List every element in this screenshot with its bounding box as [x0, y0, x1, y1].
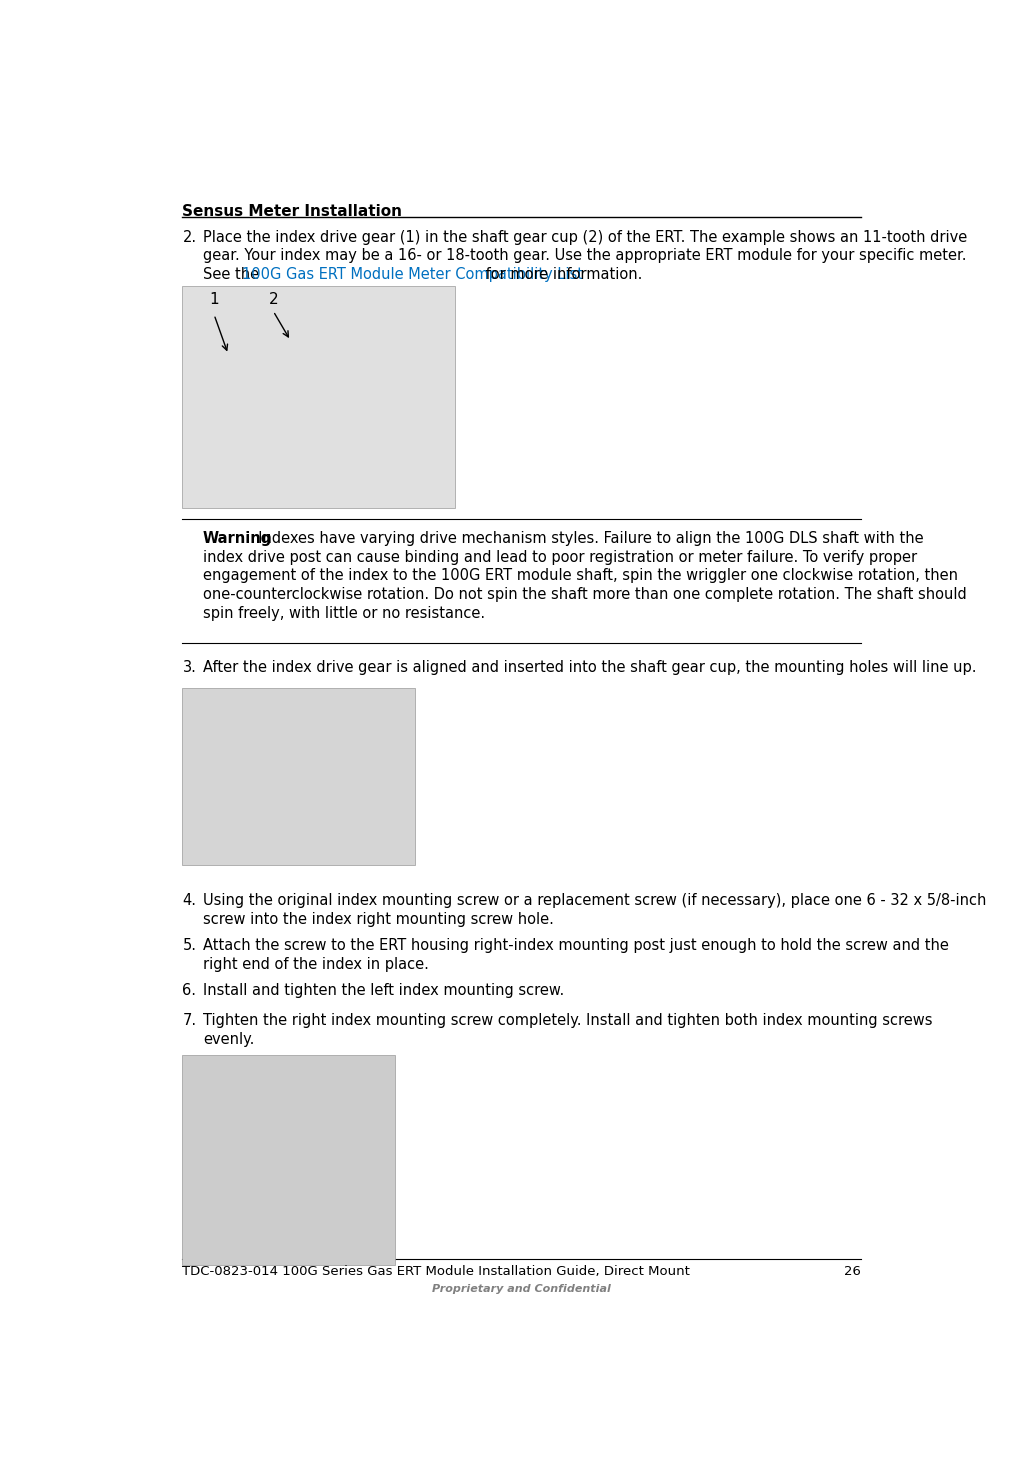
Text: 2.: 2.	[182, 229, 196, 245]
Text: Indexes have varying drive mechanism styles. Failure to align the 100G DLS shaft: Indexes have varying drive mechanism sty…	[248, 531, 923, 545]
Text: Place the index drive gear (1) in the shaft gear cup (2) of the ERT. The example: Place the index drive gear (1) in the sh…	[203, 229, 967, 245]
Text: TDC-0823-014 100G Series Gas ERT Module Installation Guide, Direct Mount: TDC-0823-014 100G Series Gas ERT Module …	[182, 1265, 690, 1278]
Text: Proprietary and Confidential: Proprietary and Confidential	[433, 1283, 611, 1293]
Text: Using the original index mounting screw or a replacement screw (if necessary), p: Using the original index mounting screw …	[203, 893, 986, 907]
Text: 26: 26	[844, 1265, 861, 1278]
Text: for more information.: for more information.	[480, 268, 642, 282]
Text: 1: 1	[210, 291, 219, 307]
Text: Attach the screw to the ERT housing right-index mounting post just enough to hol: Attach the screw to the ERT housing righ…	[203, 939, 949, 953]
FancyBboxPatch shape	[182, 1055, 395, 1265]
FancyBboxPatch shape	[182, 689, 415, 865]
FancyBboxPatch shape	[182, 287, 455, 508]
Text: 100G Gas ERT Module Meter Compatibility List: 100G Gas ERT Module Meter Compatibility …	[241, 268, 582, 282]
Text: 4.: 4.	[182, 893, 196, 907]
Text: See the: See the	[203, 268, 269, 282]
Text: engagement of the index to the 100G ERT module shaft, spin the wriggler one cloc: engagement of the index to the 100G ERT …	[203, 568, 958, 584]
Text: 6.: 6.	[182, 983, 196, 998]
Text: one-counterclockwise rotation. Do not spin the shaft more than one complete rota: one-counterclockwise rotation. Do not sp…	[203, 587, 967, 602]
Text: right end of the index in place.: right end of the index in place.	[203, 958, 429, 973]
Text: Tighten the right index mounting screw completely. Install and tighten both inde: Tighten the right index mounting screw c…	[203, 1014, 932, 1029]
Text: Warning: Warning	[203, 531, 272, 545]
Text: evenly.: evenly.	[203, 1032, 254, 1046]
Text: 2: 2	[269, 291, 278, 307]
Text: After the index drive gear is aligned and inserted into the shaft gear cup, the : After the index drive gear is aligned an…	[203, 661, 976, 675]
Text: index drive post can cause binding and lead to poor registration or meter failur: index drive post can cause binding and l…	[203, 550, 917, 565]
Text: Sensus Meter Installation: Sensus Meter Installation	[182, 204, 402, 219]
Text: gear. Your index may be a 16- or 18-tooth gear. Use the appropriate ERT module f: gear. Your index may be a 16- or 18-toot…	[203, 248, 966, 263]
Text: Install and tighten the left index mounting screw.: Install and tighten the left index mount…	[203, 983, 564, 998]
Text: 5.: 5.	[182, 939, 196, 953]
Text: screw into the index right mounting screw hole.: screw into the index right mounting scre…	[203, 912, 554, 927]
Text: 3.: 3.	[182, 661, 196, 675]
Text: spin freely, with little or no resistance.: spin freely, with little or no resistanc…	[203, 606, 486, 621]
Text: 7.: 7.	[182, 1014, 196, 1029]
